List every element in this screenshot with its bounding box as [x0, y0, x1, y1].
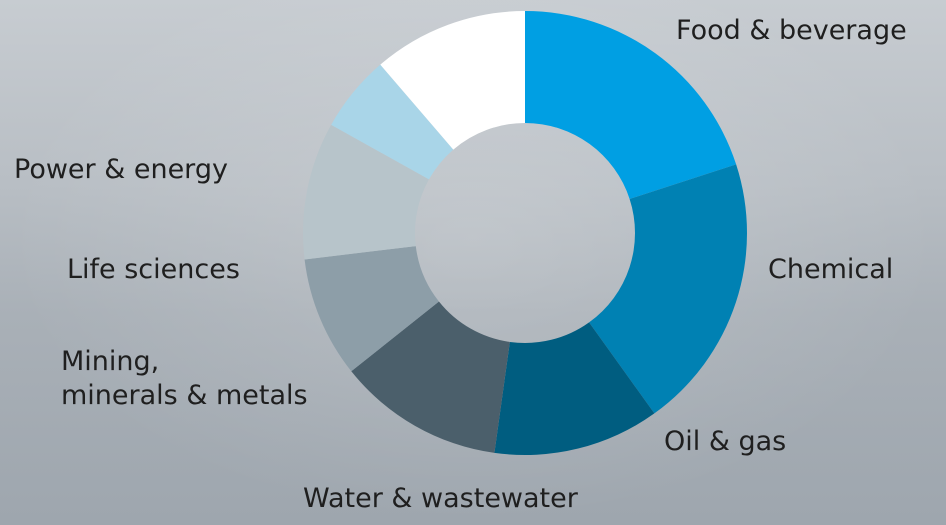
donut-slice-power-energy — [331, 64, 454, 180]
donut-slice-food-beverage — [525, 11, 737, 200]
label-life-sciences: Life sciences — [67, 254, 240, 285]
label-chemical: Chemical — [768, 254, 894, 285]
donut-slice-chemical — [589, 164, 748, 414]
label-water-wastewater: Water & wastewater — [303, 483, 578, 514]
label-mining-minerals-metals: Mining, minerals & metals — [61, 345, 308, 413]
donut-slice-other-7 — [380, 11, 525, 150]
label-mining-line-1: Mining, — [61, 346, 160, 377]
donut-slice-mining-minerals-metals — [304, 246, 439, 372]
donut-slice-oil-gas — [494, 322, 655, 456]
label-oil-gas: Oil & gas — [664, 426, 787, 457]
donut-slice-water-wastewater — [351, 301, 510, 453]
label-power-energy: Power & energy — [14, 154, 228, 185]
donut-slice-life-sciences — [302, 124, 429, 260]
label-food-beverage: Food & beverage — [676, 15, 907, 46]
label-mining-line-2: minerals & metals — [61, 380, 308, 411]
